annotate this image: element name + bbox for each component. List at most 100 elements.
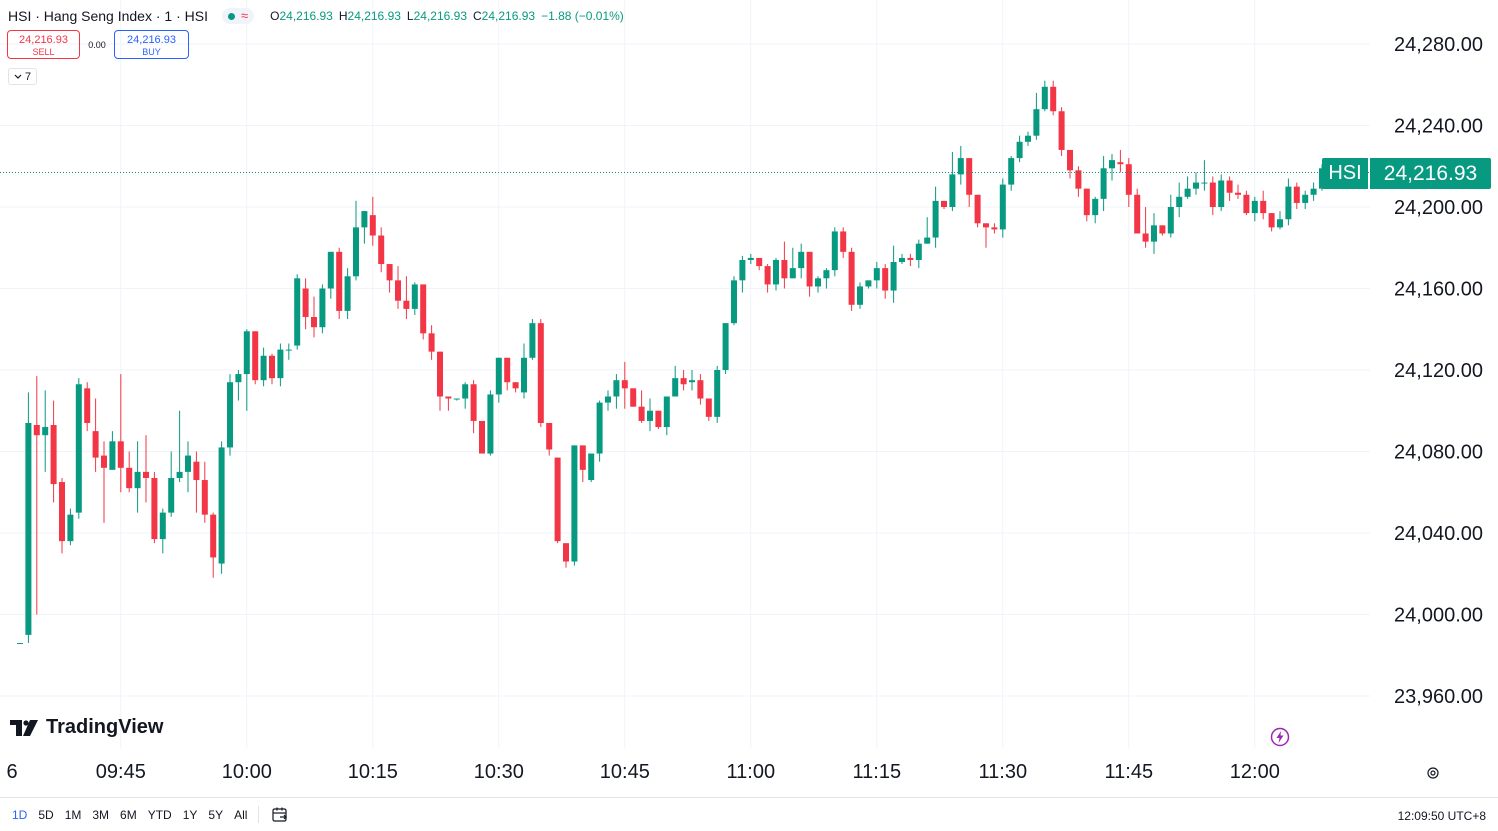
indicators-toggle[interactable]: 7 [8, 68, 37, 85]
x-tick-label: 10:45 [600, 761, 650, 783]
y-tick-label: 24,000.00 [1394, 605, 1483, 627]
range-button-6m[interactable]: 6M [120, 808, 137, 822]
range-button-1d[interactable]: 1D [12, 808, 28, 822]
candle-body [470, 384, 477, 421]
toolbar-divider [258, 806, 259, 823]
price-axis: 24,280.00 24,240.00 24,200.00 24,160.00 24,1… [1394, 34, 1483, 708]
candle [1243, 190, 1250, 216]
candle [731, 276, 737, 326]
candle-body [445, 396, 452, 399]
candle-body [1058, 111, 1065, 150]
range-button-1y[interactable]: 1Y [182, 808, 198, 822]
candle-body [269, 355, 275, 379]
candle [865, 280, 872, 289]
sell-price: 24,216.93 [19, 34, 68, 46]
candle-body [1285, 186, 1292, 220]
candle-body [210, 514, 217, 558]
candle [361, 211, 368, 244]
candle-body [33, 425, 40, 436]
candle [369, 196, 376, 246]
range-button-3m[interactable]: 3M [92, 808, 110, 822]
candle [243, 329, 250, 411]
candle-body [344, 276, 351, 311]
candle [479, 420, 485, 454]
candle-body [1218, 180, 1225, 207]
candle-body [991, 227, 998, 230]
candle [722, 323, 729, 375]
symbol-title[interactable]: HSI · Hang Seng Index · 1 · HSI [8, 8, 208, 24]
candle-body [1193, 182, 1199, 189]
price-tag-symbol: HSI [1322, 158, 1368, 189]
y-tick-label: 24,280.00 [1394, 34, 1483, 56]
candle [1159, 225, 1166, 236]
candle [571, 445, 578, 566]
candle-body [361, 211, 368, 228]
ohlc-values: O24,216.93 H24,216.93 L24,216.93 C24,216… [270, 9, 624, 23]
lightning-icon[interactable] [1270, 727, 1290, 747]
candle-body [1176, 196, 1183, 207]
logo-text: TradingView [46, 716, 164, 738]
candle [999, 178, 1006, 238]
candle [1041, 80, 1048, 112]
clock-readout[interactable]: 12:09:50 UTC+8 [1397, 809, 1486, 823]
candle-body [1209, 182, 1216, 207]
candle-body [1201, 182, 1208, 184]
candle [638, 390, 645, 423]
candles [17, 80, 1325, 645]
candle [134, 441, 141, 513]
candle [596, 400, 603, 462]
candle [563, 543, 569, 568]
candle-body [1260, 200, 1267, 214]
candle [437, 351, 443, 411]
candle-body [621, 380, 628, 389]
y-tick-label: 24,160.00 [1394, 279, 1483, 301]
range-button-5d[interactable]: 5D [38, 808, 54, 822]
candle [1209, 176, 1216, 216]
range-button-1m[interactable]: 1M [64, 808, 82, 822]
indicator-count: 7 [24, 70, 32, 83]
candle-body [966, 158, 973, 195]
candle [1109, 154, 1115, 181]
candlestick-chart[interactable]: 24,280.00 24,240.00 24,200.00 24,160.00 24,1… [0, 0, 1498, 797]
candle-body [311, 317, 317, 328]
candle-body [369, 215, 376, 236]
candle [663, 396, 670, 436]
candle [1293, 182, 1300, 210]
candle-body [655, 410, 662, 428]
candle [1251, 196, 1258, 222]
range-button-all[interactable]: All [234, 808, 248, 822]
candle-body [890, 262, 897, 291]
price-tag-value: 24,216.93 [1370, 158, 1491, 189]
candle-body [353, 227, 359, 277]
candle-body [117, 441, 124, 468]
candle-body [823, 270, 830, 279]
candle-body [756, 257, 763, 267]
candle-body [185, 455, 191, 472]
y-tick-label: 24,120.00 [1394, 360, 1483, 382]
candle-body [512, 382, 519, 389]
range-button-5y[interactable]: 5Y [208, 808, 224, 822]
buy-button[interactable]: 24,216.93 BUY [114, 30, 189, 59]
candle-body [1083, 188, 1090, 216]
candle [277, 343, 284, 387]
candle-body [1025, 135, 1031, 142]
candle [1302, 190, 1309, 210]
candle-body [554, 457, 561, 542]
settings-gear-icon[interactable] [1425, 765, 1441, 781]
sell-button[interactable]: 24,216.93 SELL [7, 30, 80, 59]
x-tick-label: 09:45 [96, 761, 146, 783]
candle [1176, 182, 1183, 218]
candle-body [1067, 149, 1073, 171]
candle [420, 284, 427, 340]
candle [67, 508, 74, 546]
market-status[interactable]: ≈ [221, 8, 255, 24]
tradingview-logo[interactable]: TradingView [10, 716, 163, 739]
candle [1151, 213, 1157, 254]
candle-body [1117, 162, 1124, 165]
calendar-goto-icon[interactable] [271, 806, 289, 824]
candle [1008, 156, 1015, 191]
candle-body [151, 477, 158, 540]
range-button-ytd[interactable]: YTD [147, 808, 172, 822]
candle [159, 508, 166, 554]
candle [554, 457, 561, 544]
